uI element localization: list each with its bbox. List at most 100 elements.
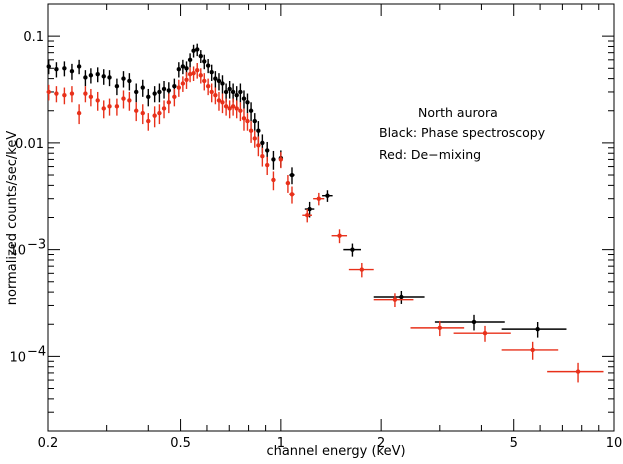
point-marker: [260, 154, 265, 159]
data-point: [152, 86, 157, 103]
data-series: [46, 43, 604, 383]
point-marker: [114, 104, 120, 109]
point-marker: [152, 91, 157, 96]
point-marker: [101, 74, 106, 79]
data-point: [62, 87, 67, 105]
data-point: [54, 62, 59, 78]
point-marker: [127, 78, 132, 84]
point-marker: [176, 67, 182, 72]
data-point: [191, 44, 196, 58]
point-marker: [195, 47, 200, 52]
data-point: [195, 63, 200, 79]
data-point: [213, 71, 218, 88]
data-point: [216, 91, 222, 111]
data-point: [271, 150, 276, 170]
data-point: [202, 73, 207, 91]
point-marker: [305, 213, 310, 218]
data-point: [114, 78, 120, 96]
data-point: [227, 80, 232, 99]
point-marker: [271, 177, 276, 183]
data-point: [410, 320, 465, 337]
data-point: [234, 100, 239, 119]
data-point: [161, 80, 167, 99]
point-marker: [95, 71, 100, 77]
point-marker: [184, 66, 189, 71]
point-marker: [256, 128, 261, 133]
point-marker: [399, 294, 404, 300]
point-marker: [180, 81, 186, 86]
data-point: [501, 321, 567, 338]
point-marker: [166, 88, 172, 93]
point-marker: [227, 106, 232, 111]
point-marker: [437, 325, 443, 331]
point-marker: [213, 76, 218, 81]
data-point: [209, 64, 214, 81]
data-point: [241, 108, 247, 131]
y-tick-label: 0.1: [23, 30, 44, 45]
data-point: [180, 76, 186, 92]
point-marker: [241, 116, 247, 121]
x-tick-label: 1: [277, 436, 285, 451]
point-marker: [191, 70, 196, 76]
point-marker: [223, 89, 229, 95]
point-marker: [230, 89, 236, 95]
point-marker: [265, 148, 270, 153]
data-point: [501, 341, 559, 360]
point-marker: [62, 92, 67, 98]
data-point: [265, 156, 270, 176]
point-marker: [127, 98, 132, 103]
data-point: [146, 88, 151, 107]
data-point: [227, 100, 232, 119]
point-marker: [209, 69, 214, 75]
y-tick-label: 0.01: [15, 137, 44, 152]
x-axis-title: channel energy (keV): [266, 444, 405, 459]
point-marker: [359, 267, 365, 272]
data-point: [348, 262, 374, 278]
point-marker: [220, 81, 225, 86]
data-point: [216, 73, 222, 91]
data-point: [134, 102, 139, 122]
data-point: [76, 59, 82, 75]
data-point: [140, 79, 145, 97]
y-axis-title: normalized counts/sec/keV: [5, 131, 20, 306]
y-tick-exponent: −4: [27, 344, 46, 359]
point-marker: [307, 206, 312, 212]
point-marker: [62, 66, 67, 71]
data-point: [373, 293, 414, 308]
point-marker: [278, 157, 284, 162]
data-point: [172, 88, 177, 107]
x-tick-label: 0.2: [38, 436, 59, 451]
data-point: [547, 362, 604, 383]
point-marker: [245, 118, 250, 124]
data-point: [180, 59, 186, 75]
data-point: [331, 229, 348, 244]
point-marker: [256, 143, 261, 148]
point-marker: [535, 326, 540, 332]
data-point: [176, 62, 182, 78]
x-tick-label: 2: [377, 436, 385, 451]
point-marker: [76, 64, 82, 69]
x-tick-label: 5: [510, 436, 518, 451]
data-point: [238, 83, 243, 103]
point-marker: [46, 89, 51, 95]
data-point: [220, 75, 225, 94]
point-marker: [146, 94, 151, 100]
y-tick-label: 10: [9, 244, 26, 259]
data-point: [271, 171, 276, 191]
point-marker: [172, 83, 177, 89]
point-marker: [202, 59, 207, 64]
point-marker: [252, 136, 257, 141]
data-point: [223, 98, 229, 116]
data-point: [343, 243, 361, 257]
point-marker: [69, 68, 75, 74]
data-point: [213, 87, 218, 105]
data-point: [195, 43, 200, 57]
point-marker: [289, 172, 295, 178]
point-marker: [227, 86, 232, 92]
point-marker: [134, 108, 139, 113]
point-marker: [223, 104, 229, 109]
data-point: [256, 136, 261, 157]
point-marker: [54, 67, 59, 72]
data-point: [248, 121, 254, 143]
